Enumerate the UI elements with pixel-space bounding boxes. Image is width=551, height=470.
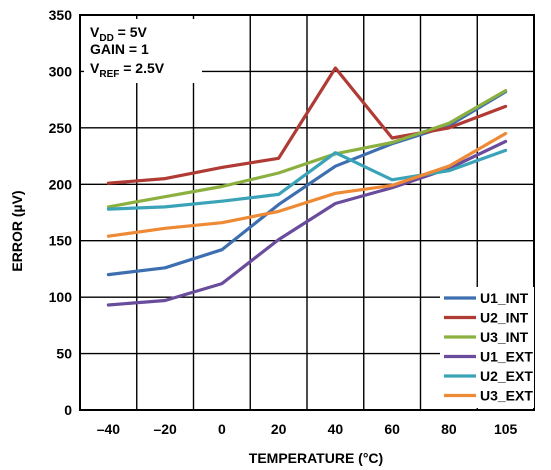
x-tick-label: 60 bbox=[384, 421, 400, 437]
series-line-u2-ext bbox=[106, 148, 508, 211]
legend-label: U1_INT bbox=[480, 290, 529, 306]
legend-background bbox=[440, 287, 534, 408]
legend: U1_INT U2_INT U3_INT U1_EXT U2_EXT U3_EXT bbox=[440, 287, 534, 408]
legend-label: U2_INT bbox=[480, 310, 529, 326]
series-line-u2-int bbox=[106, 66, 508, 185]
x-axis-title: TEMPERATURE (°C) bbox=[249, 450, 383, 466]
series-line-u3-int bbox=[106, 88, 508, 209]
y-tick-label: 50 bbox=[56, 346, 72, 362]
y-tick-label: 0 bbox=[64, 402, 72, 418]
series-lines bbox=[106, 66, 508, 307]
legend-label: U3_EXT bbox=[480, 388, 533, 404]
annotation-vdd: VDD = 5V bbox=[90, 24, 148, 44]
y-tick-label: 100 bbox=[49, 289, 73, 305]
x-tick-label: 40 bbox=[328, 421, 344, 437]
annotation-background bbox=[84, 19, 202, 83]
y-tick-label: 350 bbox=[49, 7, 73, 23]
series-line-u3-ext bbox=[106, 131, 508, 238]
y-tick-label: 300 bbox=[49, 63, 73, 79]
x-tick-label: 20 bbox=[271, 421, 287, 437]
y-tick-label: 150 bbox=[49, 233, 73, 249]
legend-label: U1_EXT bbox=[480, 349, 533, 365]
y-axis-title: ERROR (µV) bbox=[9, 190, 25, 271]
annotation-gain: GAIN = 1 bbox=[90, 41, 149, 57]
x-tick-labels: –40 –20 0 20 40 60 80 105 bbox=[97, 421, 518, 437]
y-tick-labels: 0 50 100 150 200 250 300 350 bbox=[49, 7, 73, 418]
conditions-annotation: VDD = 5V GAIN = 1 VREF = 2.5V bbox=[84, 19, 202, 83]
plot-frame bbox=[79, 14, 535, 411]
y-tick-label: 250 bbox=[49, 120, 73, 136]
legend-label: U3_INT bbox=[480, 329, 529, 345]
x-tick-label: –20 bbox=[153, 421, 177, 437]
y-tick-label: 200 bbox=[49, 176, 73, 192]
x-tick-label: –40 bbox=[97, 421, 121, 437]
legend-label: U2_EXT bbox=[480, 368, 533, 384]
annotation-vref: VREF = 2.5V bbox=[90, 60, 165, 80]
x-tick-label: 105 bbox=[494, 421, 518, 437]
x-tick-label: 0 bbox=[218, 421, 226, 437]
x-tick-label: 80 bbox=[441, 421, 457, 437]
